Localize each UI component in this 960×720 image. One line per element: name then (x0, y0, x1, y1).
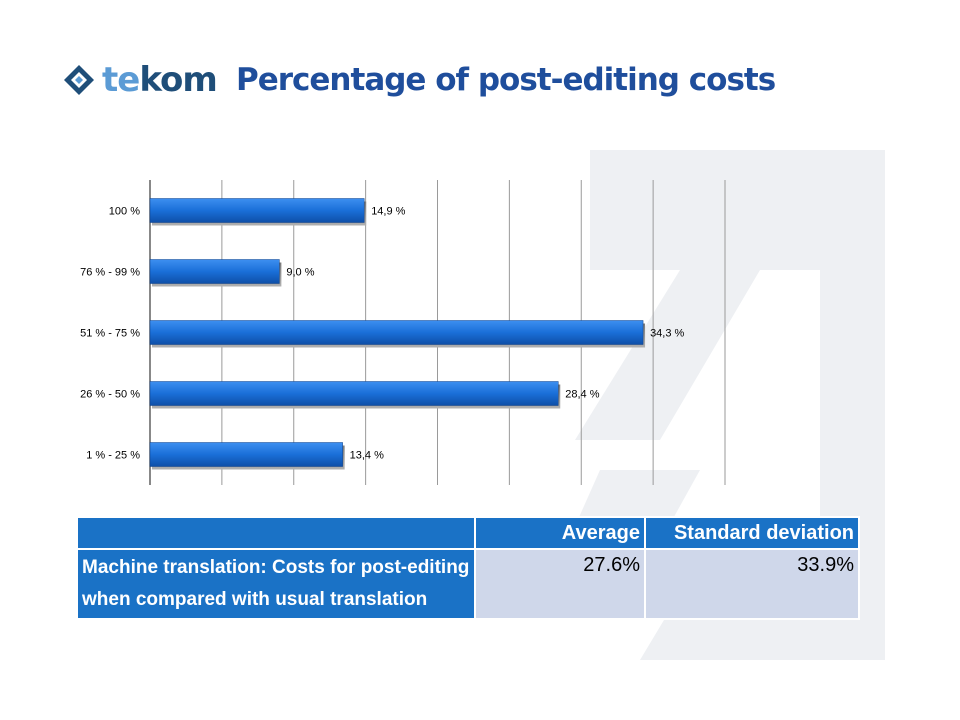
bar (149, 259, 280, 284)
bar (149, 198, 365, 223)
stats-table-header-std-dev: Standard deviation (644, 516, 860, 550)
tekom-logo-icon (64, 65, 94, 95)
y-tick-label: 100 % (109, 206, 140, 218)
bar-data-label: 9,0 % (286, 267, 314, 279)
stats-table: Average Standard deviation Machine trans… (76, 516, 860, 620)
tekom-logo-text: tekom (102, 60, 218, 100)
table-row: Machine translation: Costs for post-edit… (76, 548, 860, 620)
y-tick-label: 76 % - 99 % (80, 267, 140, 279)
stats-average-value: 27.6% (474, 548, 646, 620)
stats-table-header-row: Average Standard deviation (76, 516, 860, 550)
bar (149, 320, 644, 345)
chart-bars (149, 198, 646, 470)
tekom-logo: tekom (62, 60, 218, 100)
y-tick-label: 51 % - 75 % (80, 328, 140, 340)
bar-data-label: 34,3 % (650, 328, 684, 340)
bar-data-label: 13,4 % (350, 450, 384, 462)
bar (149, 442, 343, 467)
chart-labels: 100 % 14,9 % 76 % - 99 % 9,0 % 51 % - 75 % 34… (80, 206, 684, 462)
bar-data-label: 28,4 % (565, 389, 599, 401)
stats-table-header-average: Average (474, 516, 646, 550)
stats-row-label: Machine translation: Costs for post-edit… (76, 548, 476, 620)
page-title: Percentage of post-editing costs (236, 62, 776, 98)
logo-text-te: te (102, 60, 140, 100)
bar-data-label: 14,9 % (371, 206, 405, 218)
logo-text-kom: kom (139, 60, 217, 100)
y-tick-label: 1 % - 25 % (86, 450, 140, 462)
stats-std-dev-value: 33.9% (644, 548, 860, 620)
bar-chart: 100 % 14,9 % 76 % - 99 % 9,0 % 51 % - 75 % 34… (80, 180, 726, 485)
y-tick-label: 26 % - 50 % (80, 389, 140, 401)
bar (149, 381, 559, 406)
stats-table-header-empty (76, 516, 476, 550)
